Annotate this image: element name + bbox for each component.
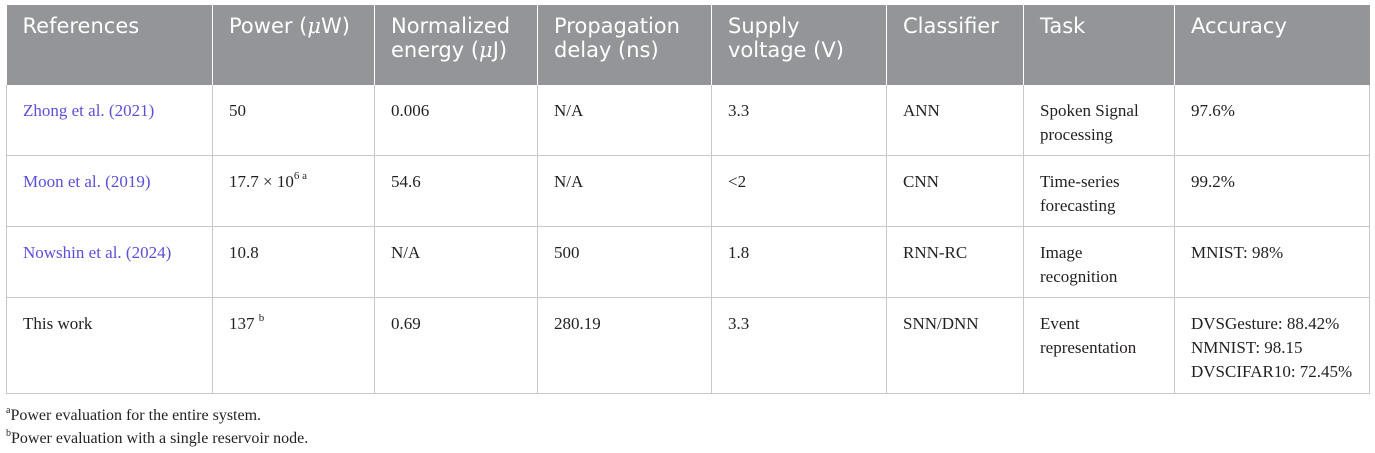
footnote: bPower evaluation with a single reservoi… xyxy=(6,427,308,450)
reference-link[interactable]: Moon et al. (2019) xyxy=(6,155,213,227)
table-row: This work 137 b 0.69 280.19 3.3 SNN/DNN … xyxy=(6,297,1370,394)
header-row: References Power (μW) Normalized energy … xyxy=(6,5,1370,85)
header-references: References xyxy=(6,5,213,85)
reference-link[interactable]: Zhong et al. (2021) xyxy=(6,85,213,156)
footnote: aPower evaluation for the entire system. xyxy=(6,404,308,427)
accuracy-line: 99.2% xyxy=(1191,172,1235,191)
table-row: Nowshin et al. (2024) 10.8 N/A 500 1.8 R… xyxy=(6,226,1370,298)
header-propagation-delay: Propagation delay (ns) xyxy=(537,5,712,85)
header-accuracy: Accuracy xyxy=(1174,5,1370,85)
voltage-cell: <2 xyxy=(711,155,887,227)
header-supply-voltage: Supply voltage (V) xyxy=(711,5,887,85)
task-cell: Event representation xyxy=(1023,297,1175,394)
delay-cell: 500 xyxy=(537,226,712,298)
delay-cell: N/A xyxy=(537,85,712,156)
delay-cell: N/A xyxy=(537,155,712,227)
voltage-cell: 1.8 xyxy=(711,226,887,298)
classifier-cell: SNN/DNN xyxy=(886,297,1024,394)
table-row: Moon et al. (2019) 17.7 × 106 a 54.6 N/A… xyxy=(6,155,1370,227)
footnote-text: Power evaluation for the entire system. xyxy=(10,407,262,424)
delay-cell: 280.19 xyxy=(537,297,712,394)
classifier-cell: CNN xyxy=(886,155,1024,227)
accuracy-line: DVSCIFAR10: 72.45% xyxy=(1191,362,1353,381)
footnote-marker-a: a xyxy=(302,170,307,183)
reference-link-text[interactable]: Moon et al. (2019) xyxy=(23,172,151,191)
accuracy-cell: 99.2% xyxy=(1174,155,1370,227)
accuracy-line: MNIST: 98% xyxy=(1191,243,1284,262)
header-task: Task xyxy=(1023,5,1175,85)
accuracy-line: NMNIST: 98.15 xyxy=(1191,338,1303,357)
footnote-mark: b xyxy=(6,427,11,439)
accuracy-cell: 97.6% xyxy=(1174,85,1370,156)
reference-cell: This work xyxy=(6,297,213,394)
header-classifier: Classifier xyxy=(886,5,1024,85)
voltage-cell: 3.3 xyxy=(711,85,887,156)
task-cell: Spoken Signal processing xyxy=(1023,85,1175,156)
energy-cell: 54.6 xyxy=(374,155,538,227)
header-normalized-energy: Normalized energy (μJ) xyxy=(374,5,538,85)
voltage-cell: 3.3 xyxy=(711,297,887,394)
power-cell: 10.8 xyxy=(212,226,375,298)
footnote-marker-b: b xyxy=(258,312,265,325)
power-cell: 17.7 × 106 a xyxy=(212,155,375,227)
power-cell: 137 b xyxy=(212,297,375,394)
header-power: Power (μW) xyxy=(212,5,375,85)
energy-cell: N/A xyxy=(374,226,538,298)
comparison-table: References Power (μW) Normalized energy … xyxy=(6,5,1370,394)
task-cell: Time-series forecasting xyxy=(1023,155,1175,227)
footnote-mark: a xyxy=(6,404,11,416)
reference-link-text[interactable]: Zhong et al. (2021) xyxy=(23,101,155,120)
reference-link[interactable]: Nowshin et al. (2024) xyxy=(6,226,213,298)
accuracy-line: DVSGesture: 88.42% xyxy=(1191,314,1340,333)
classifier-cell: RNN-RC xyxy=(886,226,1024,298)
table-footnotes: aPower evaluation for the entire system.… xyxy=(6,404,308,450)
accuracy-cell: DVSGesture: 88.42% NMNIST: 98.15 DVSCIFA… xyxy=(1174,297,1370,394)
power-cell: 50 xyxy=(212,85,375,156)
table-row: Zhong et al. (2021) 50 0.006 N/A 3.3 ANN… xyxy=(6,85,1370,156)
energy-cell: 0.006 xyxy=(374,85,538,156)
accuracy-line: 97.6% xyxy=(1191,101,1235,120)
energy-cell: 0.69 xyxy=(374,297,538,394)
footnote-text: Power evaluation with a single reservoir… xyxy=(11,430,309,447)
reference-link-text[interactable]: Nowshin et al. (2024) xyxy=(23,243,172,262)
classifier-cell: ANN xyxy=(886,85,1024,156)
power-exponent: 6 xyxy=(293,170,300,183)
task-cell: Image recognition xyxy=(1023,226,1175,298)
accuracy-cell: MNIST: 98% xyxy=(1174,226,1370,298)
